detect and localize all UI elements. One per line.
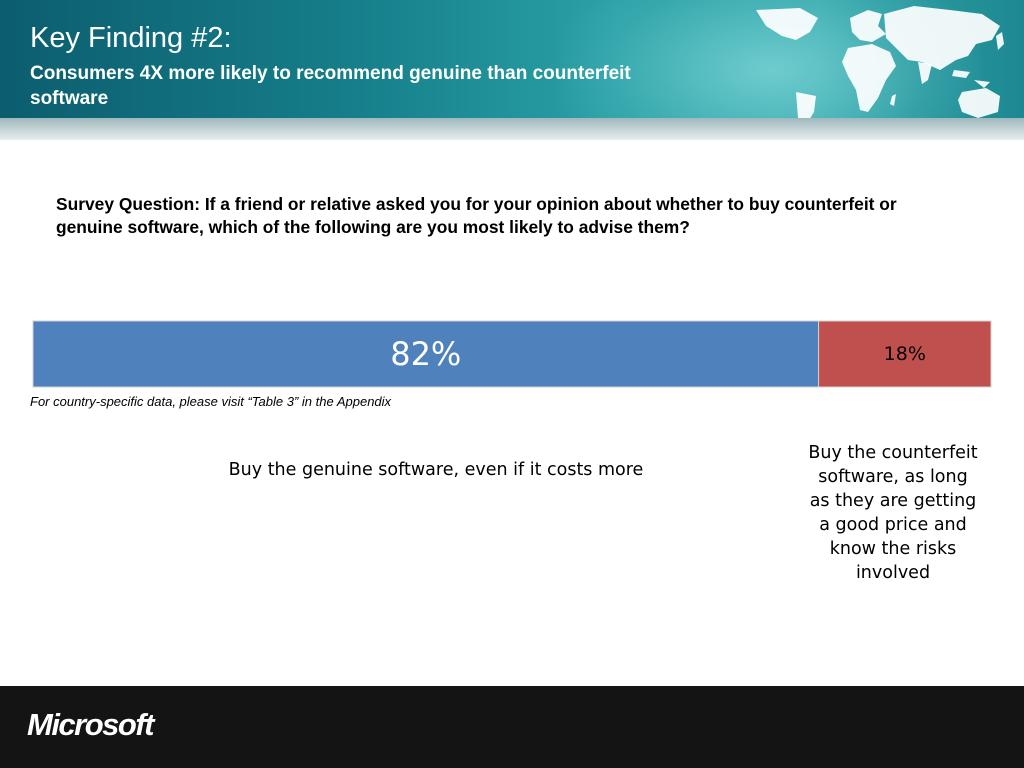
- bar-segment-counterfeit: [818, 320, 992, 388]
- footer-bar: [0, 686, 1024, 768]
- bar-segment-genuine: [32, 320, 820, 388]
- data-label-genuine: 82%: [390, 335, 461, 373]
- category-label-genuine: Buy the genuine software, even if it cos…: [228, 460, 644, 480]
- slide-subtitle: Consumers 4X more likely to recommend ge…: [30, 63, 631, 109]
- data-label-counterfeit: 18%: [884, 343, 926, 365]
- stacked-bar-chart: 82% 18%: [32, 320, 992, 388]
- slide-title: Key Finding #2:: [30, 22, 232, 54]
- banner-strip: [0, 118, 1024, 140]
- world-map-graphic: [756, 6, 1004, 128]
- microsoft-logo: Microsoft: [27, 707, 155, 742]
- category-label-counterfeit: Buy the counterfeit software, as long as…: [808, 443, 978, 583]
- header-banner: Key Finding #2: Consumers 4X more likely…: [0, 0, 1024, 140]
- survey-question: Survey Question: If a friend or relative…: [56, 194, 897, 237]
- appendix-note: For country-specific data, please visit …: [30, 394, 392, 409]
